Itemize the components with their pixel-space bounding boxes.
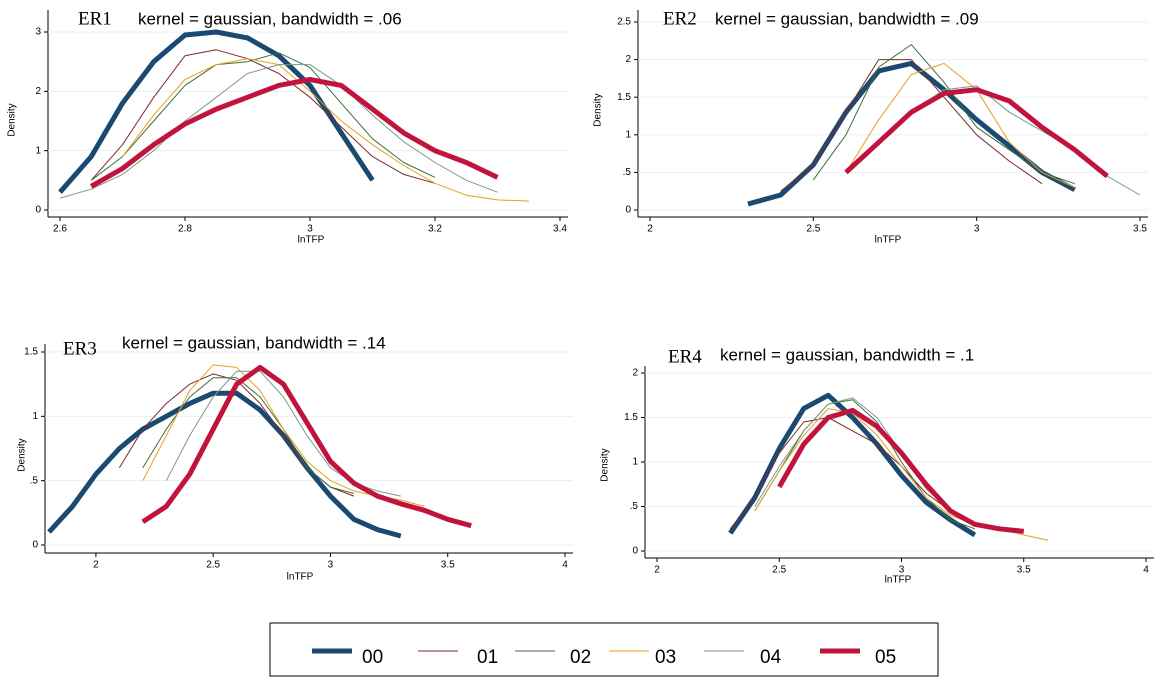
density-line xyxy=(142,377,355,494)
x-tick-label: 3.4 xyxy=(553,224,567,235)
x-tick-label: 2.5 xyxy=(772,565,786,576)
legend-label: 01 xyxy=(477,647,498,668)
x-axis-label: lnTFP xyxy=(287,572,314,583)
y-tick-label: 1.5 xyxy=(624,412,638,423)
y-tick-label: 1 xyxy=(35,145,41,156)
x-tick-label: 3 xyxy=(974,224,980,235)
panel-title: kernel = gaussian, bandwidth = .14 xyxy=(122,333,386,352)
y-tick-label: 1.5 xyxy=(617,92,631,103)
y-tick-label: 3 xyxy=(35,27,41,38)
x-tick-label: 4 xyxy=(1143,565,1149,576)
x-tick-label: 2.6 xyxy=(53,224,67,235)
x-tick-label: 2 xyxy=(647,224,653,235)
density-line xyxy=(780,59,1043,192)
x-axis-label: lnTFP xyxy=(298,235,325,246)
density-line xyxy=(844,87,1109,179)
density-line xyxy=(729,417,976,530)
y-tick-label: 1 xyxy=(625,129,631,140)
y-tick-label: 0 xyxy=(35,205,41,216)
density-line xyxy=(59,64,498,199)
legend-label: 04 xyxy=(760,647,782,668)
y-tick-label: .5 xyxy=(30,475,39,486)
x-tick-label: 3 xyxy=(307,224,313,235)
density-line xyxy=(728,392,977,538)
density-line xyxy=(47,390,402,539)
x-tick-label: 3.5 xyxy=(1133,224,1147,235)
y-tick-label: 0 xyxy=(32,540,38,551)
x-tick-label: 4 xyxy=(562,560,568,571)
density-line xyxy=(845,85,1141,196)
panel-title: kernel = gaussian, bandwidth = .09 xyxy=(715,9,979,28)
y-tick-label: 1.5 xyxy=(24,347,38,358)
x-tick-label: 3.5 xyxy=(1017,565,1031,576)
legend-label: 00 xyxy=(362,647,383,668)
density-line xyxy=(141,364,472,529)
y-axis-label: Density xyxy=(593,93,604,126)
panel-label: ER1 xyxy=(78,8,112,29)
density-line xyxy=(90,52,436,181)
panel-label: ER2 xyxy=(663,8,697,29)
x-tick-label: 3.2 xyxy=(428,224,442,235)
panel-label: ER3 xyxy=(63,338,97,359)
density-line xyxy=(747,60,1076,207)
legend-label: 02 xyxy=(570,647,591,668)
y-tick-label: 2 xyxy=(632,368,638,379)
density-line xyxy=(845,62,1075,188)
x-tick-label: 2 xyxy=(93,560,99,571)
x-axis-label: lnTFP xyxy=(875,235,902,246)
y-tick-label: 0 xyxy=(632,546,638,557)
density-line xyxy=(89,77,499,189)
y-axis-label: Density xyxy=(7,103,18,136)
y-tick-label: 0 xyxy=(625,205,631,216)
x-tick-label: 2.5 xyxy=(806,224,820,235)
panel-title: kernel = gaussian, bandwidth = .1 xyxy=(720,345,974,364)
y-axis-label: Density xyxy=(17,438,28,471)
density-line xyxy=(812,44,1075,185)
y-tick-label: .5 xyxy=(623,167,632,178)
x-tick-label: 3.5 xyxy=(441,560,455,571)
y-tick-label: 2.5 xyxy=(617,17,631,28)
panel-title: kernel = gaussian, bandwidth = .06 xyxy=(138,9,402,28)
x-axis-label: lnTFP xyxy=(885,575,912,586)
density-line xyxy=(122,58,529,202)
y-tick-label: 2 xyxy=(35,86,41,97)
x-tick-label: 2.5 xyxy=(206,560,220,571)
density-line xyxy=(777,407,1025,534)
y-tick-label: 2 xyxy=(625,54,631,65)
panel-label: ER4 xyxy=(668,346,702,367)
legend-label: 03 xyxy=(655,647,676,668)
y-tick-label: .5 xyxy=(630,501,639,512)
density-line xyxy=(90,49,436,184)
density-line xyxy=(754,399,975,530)
x-tick-label: 3 xyxy=(899,565,905,576)
y-axis-label: Density xyxy=(600,448,611,481)
y-tick-label: 1 xyxy=(32,411,38,422)
x-tick-label: 3 xyxy=(328,560,334,571)
x-tick-label: 2.8 xyxy=(178,224,192,235)
legend-label: 05 xyxy=(875,647,896,668)
y-tick-label: 1 xyxy=(632,457,638,468)
x-tick-label: 2 xyxy=(654,565,660,576)
